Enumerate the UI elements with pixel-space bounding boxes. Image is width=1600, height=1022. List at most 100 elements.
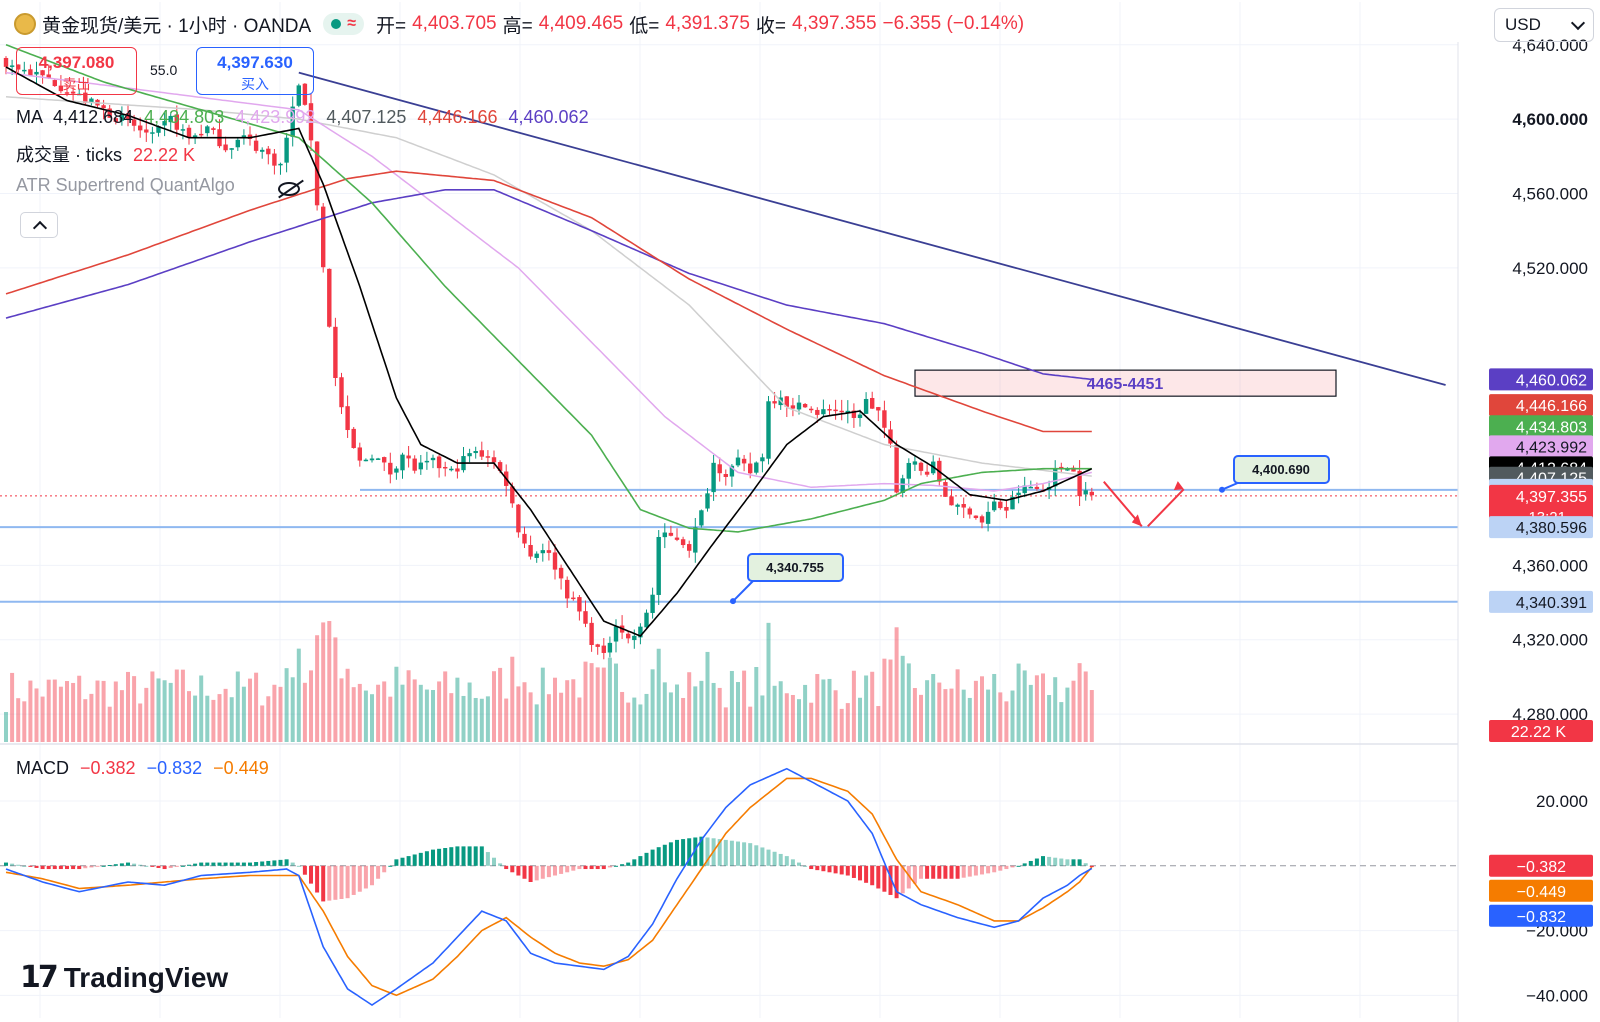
macd-hist-bar [656, 847, 661, 866]
candle-body [479, 450, 484, 457]
volume-bar [864, 675, 869, 742]
candle-body [455, 468, 460, 472]
callout-box [1233, 455, 1330, 484]
volume-bar [748, 706, 753, 742]
macd-hist-bar [406, 856, 411, 866]
candle-body [394, 468, 399, 473]
volume-bar [412, 679, 417, 742]
volume-bar [821, 679, 826, 742]
market-status-pill[interactable]: ≈ [323, 13, 364, 35]
volume-bar [723, 707, 728, 742]
collapse-legend-button[interactable] [20, 212, 58, 238]
candle-body [424, 460, 430, 463]
macd-hist-bar [437, 848, 442, 866]
macd-hist-bar [601, 865, 606, 870]
macd-hist-bar [620, 864, 625, 866]
candle-body [266, 148, 271, 155]
macd-tick-label: −40.000 [1526, 986, 1588, 1005]
candle-body [729, 465, 735, 477]
macd-hist-bar [815, 865, 820, 871]
macd-hist-bar [638, 856, 643, 866]
volume-bar [809, 702, 814, 742]
macd-hist-bar [168, 865, 173, 868]
macd-hist-bar [144, 865, 149, 867]
volume-bar [229, 697, 234, 742]
callout-text: 4,340.755 [766, 560, 824, 575]
macd-hist-bar [967, 865, 972, 877]
macd-legend[interactable]: MACD −0.382 −0.832 −0.449 [16, 758, 269, 779]
volume-value: 22.22 K [133, 145, 196, 165]
volume-bar [967, 697, 972, 742]
candle-body [382, 457, 387, 463]
macd-hist-bar [205, 862, 210, 866]
candle-body [290, 106, 295, 137]
macd-hist-bar [174, 865, 179, 867]
macd-hist-bar [626, 862, 631, 866]
volume-bar [717, 687, 722, 742]
candle-body [711, 462, 716, 493]
resistance-zone [914, 369, 1337, 397]
macd-hist-bar [687, 838, 692, 866]
macd-hist-bar [46, 865, 51, 870]
macd-hist-bar [327, 865, 332, 901]
candle-body [894, 445, 899, 493]
macd-hist-bar [296, 865, 301, 867]
ma-value-6: 4,460.062 [508, 107, 589, 127]
volume-legend[interactable]: 成交量 · ticks 22.22 K [16, 141, 195, 167]
volume-bar [357, 683, 362, 742]
macd-hist-bar [595, 865, 600, 870]
volume-bar [803, 684, 808, 742]
candle-body [345, 406, 350, 431]
macd-hist-bar [668, 842, 673, 866]
tradingview-logo[interactable]: 17 TradingView [20, 960, 228, 995]
volume-bar [168, 682, 173, 742]
candle-body [1010, 496, 1015, 510]
candle-body [815, 409, 820, 415]
candle-body [705, 493, 710, 509]
sell-button[interactable]: 4,397.080 卖出 [16, 47, 137, 95]
candle-body [253, 140, 259, 151]
candle-body [1004, 506, 1009, 511]
atr-legend[interactable]: ATR Supertrend QuantAlgo [16, 175, 235, 196]
candle-body [333, 326, 338, 378]
macd-hist-bar [1022, 863, 1027, 866]
volume-bar [10, 672, 15, 742]
currency-selector[interactable]: USD [1494, 8, 1594, 42]
candle-body [150, 132, 155, 134]
candle-body [375, 458, 381, 460]
candle-body [992, 501, 997, 511]
macd-hist-bar [803, 865, 808, 867]
macd-hist-bar [138, 864, 143, 866]
candle-body [205, 126, 210, 134]
volume-bar [241, 686, 246, 742]
price-tick-label: 4,280.000 [1512, 705, 1588, 724]
macd-hist-bar [961, 865, 966, 878]
candle-body [443, 466, 448, 469]
candle-body [979, 516, 985, 523]
currency-label: USD [1505, 15, 1541, 34]
macd-hist-bar [382, 865, 387, 873]
macd-hist-bar [607, 865, 612, 868]
volume-bar [577, 697, 582, 742]
buy-button[interactable]: 4,397.630 买入 [196, 47, 314, 95]
volume-bar [65, 681, 69, 742]
volume-bar [1089, 690, 1094, 742]
symbol-title[interactable]: 黄金现货/美元 · 1小时 · OANDA [42, 15, 312, 37]
volume-bar [138, 703, 143, 742]
candle-body [949, 496, 954, 506]
macd-hist-bar [345, 865, 350, 899]
hidden-eye-icon[interactable] [278, 182, 300, 196]
volume-bar [626, 702, 631, 742]
candle-body [430, 457, 436, 461]
candle-body [1071, 467, 1076, 472]
change-value: −6.355 (−0.14%) [882, 13, 1025, 34]
arrow-up [1147, 488, 1185, 528]
volume-bar [504, 698, 509, 742]
macd-hist-bar [973, 865, 978, 876]
macd-hist-bar [260, 861, 265, 866]
macd-hist-bar [504, 865, 509, 870]
macd-hist-bar [662, 844, 667, 866]
macd-hist-bar [522, 865, 527, 879]
ma-legend[interactable]: MA 4,412.684 4,434.803 4,423.992 4,407.1… [16, 107, 589, 128]
